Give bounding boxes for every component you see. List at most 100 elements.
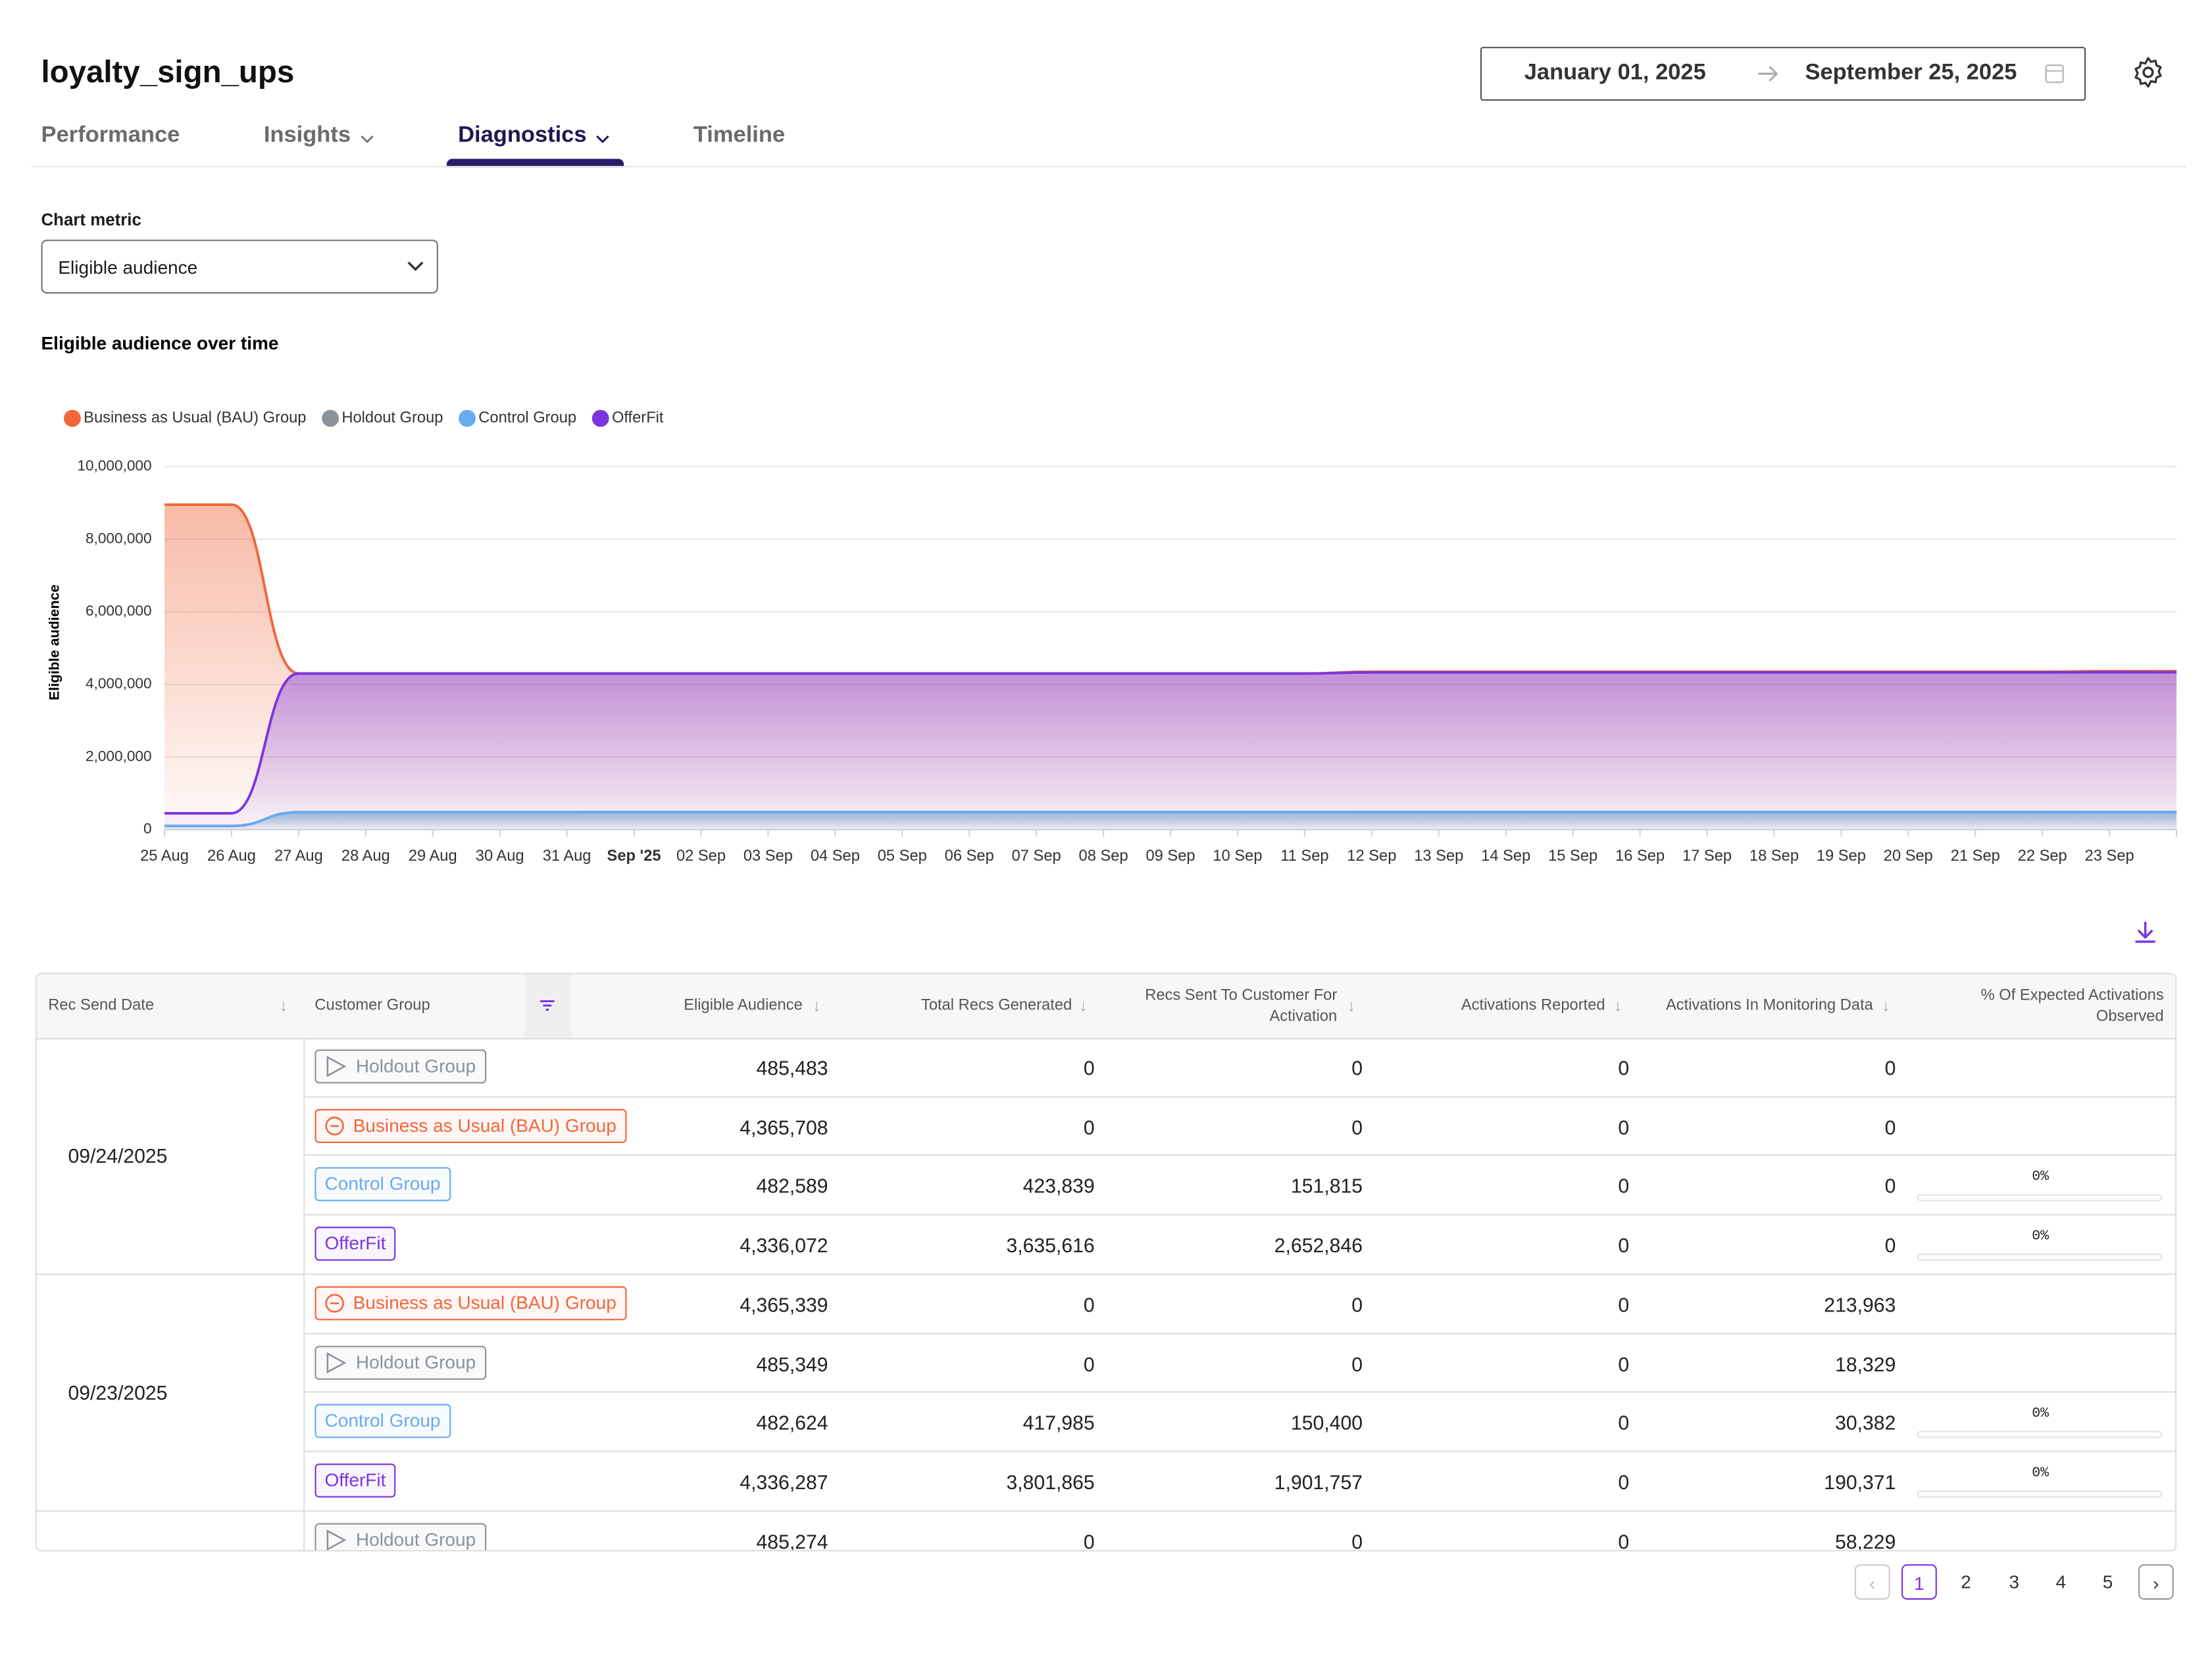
legend-label: OfferFit: [612, 409, 664, 426]
page-number[interactable]: 5: [2090, 1564, 2126, 1600]
download-button[interactable]: [2131, 919, 2159, 948]
sort-icon[interactable]: ↓: [1079, 996, 1088, 1017]
legend-marker: [459, 410, 476, 427]
group-divider: [303, 1275, 305, 1511]
column-header-text: Rec Send Date: [48, 996, 154, 1017]
x-tick-label: 16 Sep: [1615, 848, 1665, 865]
numeric-cell: 4,336,072: [601, 1231, 828, 1259]
customer-group-badge[interactable]: Control Group: [314, 1167, 450, 1202]
numeric-cell: 0: [868, 1350, 1095, 1378]
sort-icon[interactable]: ↓: [280, 996, 288, 1017]
prev-page[interactable]: ‹: [1855, 1564, 1890, 1600]
filter-icon[interactable]: [538, 996, 557, 1015]
x-tick-label: 05 Sep: [878, 848, 927, 865]
x-tick-label: 20 Sep: [1884, 848, 1933, 865]
numeric-cell: 2,652,846: [1136, 1231, 1363, 1259]
x-tick-label: 17 Sep: [1682, 848, 1732, 865]
column-header[interactable]: Rec Send Date: [48, 975, 275, 1038]
column-header-text: Activations Reported: [1461, 996, 1605, 1017]
numeric-cell: 0: [1669, 1054, 1896, 1082]
numeric-cell: 0: [1402, 1231, 1629, 1259]
customer-group-badge[interactable]: Holdout Group: [314, 1345, 486, 1379]
column-header[interactable]: Total Recs Generated: [845, 975, 1072, 1038]
y-axis-label: Eligible audience: [46, 584, 63, 700]
badge-icon: [325, 1115, 345, 1135]
customer-group-badge[interactable]: Holdout Group: [314, 1050, 486, 1084]
column-header[interactable]: Customer Group: [314, 975, 513, 1038]
y-tick-label: 0: [143, 821, 152, 837]
sort-icon[interactable]: ↓: [1614, 996, 1622, 1017]
row-divider: [303, 1392, 2176, 1393]
numeric-cell: 4,365,708: [601, 1113, 828, 1141]
x-tick-label: 02 Sep: [676, 848, 726, 865]
sort-icon[interactable]: ↓: [1882, 996, 1890, 1017]
column-header[interactable]: Eligible Audience: [576, 975, 803, 1038]
numeric-cell: 423,839: [868, 1172, 1095, 1200]
numeric-cell: 0: [1402, 1054, 1629, 1082]
row-divider: [303, 1096, 2176, 1097]
column-header[interactable]: Activations Reported: [1384, 975, 1605, 1038]
y-tick-label: 6,000,000: [86, 603, 152, 619]
column-header-text: % Of Expected Activations Observed: [1937, 985, 2164, 1028]
customer-group-badge[interactable]: OfferFit: [314, 1463, 395, 1498]
column-header-text: Activations In Monitoring Data: [1666, 996, 1873, 1017]
page-number[interactable]: 3: [1996, 1564, 2032, 1600]
numeric-cell: 30,382: [1669, 1408, 1896, 1437]
x-tick-label: 21 Sep: [1951, 848, 2000, 865]
column-header[interactable]: Recs Sent To Customer For Activation: [1122, 975, 1338, 1038]
badge-text: Holdout Group: [356, 1346, 476, 1377]
x-tick-label: 14 Sep: [1481, 848, 1530, 865]
numeric-cell: 0: [1669, 1231, 1896, 1259]
page-current[interactable]: 1: [1901, 1564, 1937, 1600]
percent-observed: 0%: [1937, 1461, 2144, 1489]
customer-group-badge[interactable]: Control Group: [314, 1404, 450, 1438]
customer-group-badge[interactable]: OfferFit: [314, 1227, 395, 1261]
row-divider: [303, 1333, 2176, 1334]
numeric-cell: 213,963: [1669, 1290, 1896, 1319]
customer-group-badge[interactable]: Business as Usual (BAU) Group: [314, 1286, 626, 1320]
y-tick-label: 4,000,000: [86, 675, 152, 692]
sort-icon[interactable]: ↓: [813, 996, 821, 1017]
numeric-cell: 150,400: [1136, 1408, 1363, 1437]
group-divider: [303, 1038, 305, 1275]
x-tick-label: 08 Sep: [1079, 848, 1128, 865]
progress-track: [1917, 1254, 2163, 1261]
customer-group-badge[interactable]: Holdout Group: [314, 1523, 486, 1552]
customer-group-badge[interactable]: Business as Usual (BAU) Group: [314, 1109, 626, 1143]
numeric-cell: 417,985: [868, 1408, 1095, 1437]
x-tick-label: 18 Sep: [1749, 848, 1799, 865]
column-header[interactable]: Activations In Monitoring Data: [1653, 975, 1873, 1038]
row-divider: [303, 1155, 2176, 1156]
x-tick-label: 10 Sep: [1213, 848, 1262, 865]
badge-text: Holdout Group: [356, 1051, 476, 1082]
percent-observed: 0%: [1937, 1402, 2144, 1430]
row-divider: [37, 1510, 2175, 1511]
x-tick-label: 13 Sep: [1414, 848, 1463, 865]
page-number[interactable]: 2: [1948, 1564, 1984, 1600]
badge-text: Control Group: [325, 1406, 441, 1437]
y-tick-label: 2,000,000: [86, 748, 152, 764]
badge-text: Control Group: [325, 1169, 441, 1200]
chart-title: Eligible audience over time: [41, 333, 278, 353]
numeric-cell: 0: [1402, 1527, 1629, 1552]
numeric-cell: 0: [1402, 1290, 1629, 1319]
numeric-cell: 1,901,757: [1136, 1467, 1363, 1496]
percent-observed: 0%: [1937, 1224, 2144, 1252]
x-tick-label: 25 Aug: [140, 848, 189, 865]
numeric-cell: 482,589: [601, 1172, 828, 1200]
y-tick-label: 10,000,000: [77, 457, 151, 474]
page-number[interactable]: 4: [2043, 1564, 2078, 1600]
numeric-cell: 0: [1136, 1054, 1363, 1082]
x-tick-label: 07 Sep: [1012, 848, 1061, 865]
rec-send-date: 09/23/2025: [68, 1379, 167, 1407]
next-page[interactable]: ›: [2138, 1564, 2174, 1600]
column-header[interactable]: % Of Expected Activations Observed: [1937, 975, 2164, 1038]
numeric-cell: 0: [868, 1290, 1095, 1319]
numeric-cell: 0: [1402, 1350, 1629, 1378]
badge-icon: [325, 1351, 347, 1373]
numeric-cell: 482,624: [601, 1408, 828, 1437]
sort-icon[interactable]: ↓: [1347, 996, 1355, 1017]
legend-marker: [64, 410, 81, 427]
chart: Eligible audience over time Eligible aud…: [0, 0, 2212, 894]
row-divider: [303, 1214, 2176, 1215]
